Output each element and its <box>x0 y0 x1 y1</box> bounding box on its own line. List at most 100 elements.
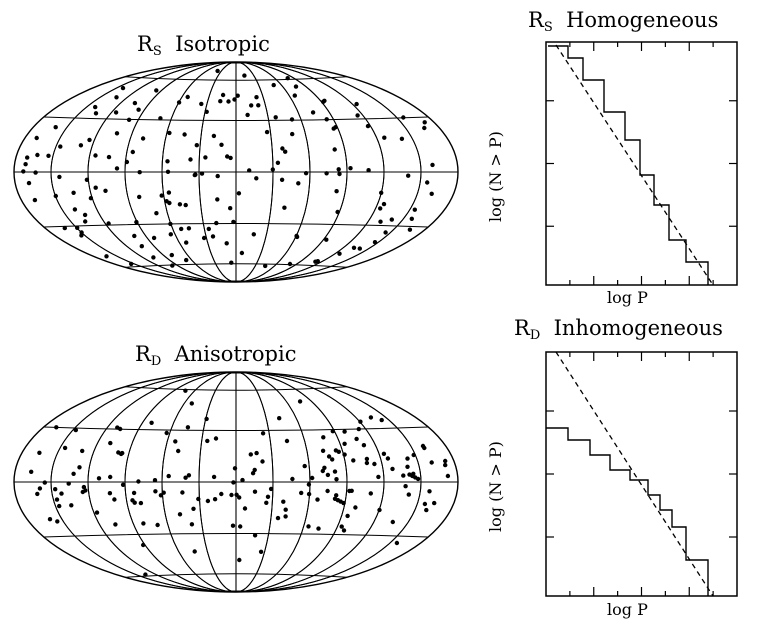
source-dot <box>365 123 371 129</box>
source-dot <box>390 466 395 472</box>
source-dot <box>406 492 411 497</box>
source-dot <box>211 474 217 480</box>
source-dot <box>282 205 287 210</box>
source-dot <box>164 430 169 436</box>
source-dot <box>235 93 240 98</box>
source-dot <box>310 475 315 481</box>
source-dot <box>93 111 99 116</box>
source-dot <box>294 233 299 239</box>
source-dot <box>281 499 286 504</box>
source-dot <box>345 513 350 519</box>
title-text: Inhomogeneous <box>553 316 723 340</box>
source-dot <box>73 427 79 433</box>
title-subscript: D <box>529 328 541 343</box>
source-dot <box>422 501 428 507</box>
source-dot <box>353 505 358 510</box>
source-dot <box>35 152 40 158</box>
source-dot <box>214 220 219 226</box>
source-dot <box>168 221 173 227</box>
source-dot <box>325 488 330 494</box>
source-dot <box>152 478 158 483</box>
source-dot <box>81 484 87 490</box>
source-dot <box>315 497 320 502</box>
source-dot <box>270 167 275 172</box>
source-dot <box>284 438 290 444</box>
source-dot <box>215 173 220 179</box>
source-dot <box>292 93 297 98</box>
source-dot <box>166 190 172 195</box>
source-dot <box>332 147 337 152</box>
source-dot <box>213 436 219 441</box>
source-dot <box>118 426 123 432</box>
parallel-line <box>43 533 429 538</box>
source-dot <box>299 490 304 496</box>
source-dot <box>54 497 60 502</box>
source-dot <box>277 416 282 421</box>
parallel-line <box>124 386 348 391</box>
source-dot <box>422 445 427 451</box>
source-dot <box>77 465 82 470</box>
source-dot <box>46 153 51 158</box>
source-dot <box>358 419 363 424</box>
source-dot <box>34 135 39 141</box>
source-dot <box>93 153 98 158</box>
source-dot <box>321 435 326 440</box>
source-dot <box>238 524 243 529</box>
source-dot <box>196 496 201 502</box>
source-dot <box>361 443 367 448</box>
source-dot <box>179 226 184 232</box>
source-dot <box>189 522 195 527</box>
source-dot <box>229 492 234 498</box>
source-dot <box>53 193 58 199</box>
source-dot <box>324 237 329 242</box>
source-dot <box>372 240 378 245</box>
source-dot <box>445 473 451 479</box>
x-axis-label: log P <box>607 288 648 307</box>
cumulative-step-curve <box>546 427 709 596</box>
source-dot <box>149 420 154 425</box>
source-dot <box>183 202 188 208</box>
source-dot <box>211 133 217 139</box>
source-dot <box>334 493 339 498</box>
source-dot <box>72 207 78 212</box>
source-dot <box>169 252 174 258</box>
source-dot <box>232 97 237 102</box>
source-dot <box>185 425 191 430</box>
source-dot <box>57 503 62 509</box>
source-dot <box>306 482 312 487</box>
parallel-line <box>43 116 429 121</box>
source-dot <box>29 469 34 474</box>
source-dot <box>368 415 374 420</box>
source-dot <box>204 416 209 422</box>
source-dot <box>154 211 159 216</box>
x-axis-label: log P <box>607 600 648 619</box>
source-dot <box>332 469 338 474</box>
source-dot <box>58 144 63 149</box>
source-dot <box>354 436 359 442</box>
source-dot <box>226 99 231 104</box>
source-dot <box>279 177 285 182</box>
source-dot <box>320 468 325 474</box>
source-dot <box>108 440 113 446</box>
source-dot <box>106 221 111 226</box>
source-dot <box>252 533 258 538</box>
source-dot <box>215 68 220 74</box>
source-dot <box>134 219 139 225</box>
source-dot <box>155 522 160 528</box>
source-dot <box>205 438 210 444</box>
source-dot <box>405 464 410 469</box>
source-dot <box>232 466 238 471</box>
source-dot <box>37 486 43 491</box>
source-dot <box>192 172 197 178</box>
source-dot <box>347 488 352 494</box>
source-dot <box>342 441 347 446</box>
title-symbol: R <box>514 316 530 340</box>
title-symbol: R <box>528 8 544 32</box>
source-dot <box>364 456 370 462</box>
source-dot <box>21 169 26 174</box>
source-dot <box>37 450 42 455</box>
source-dot <box>131 490 137 496</box>
source-dot <box>389 217 394 222</box>
source-dot <box>303 171 309 176</box>
source-dot <box>225 154 230 159</box>
